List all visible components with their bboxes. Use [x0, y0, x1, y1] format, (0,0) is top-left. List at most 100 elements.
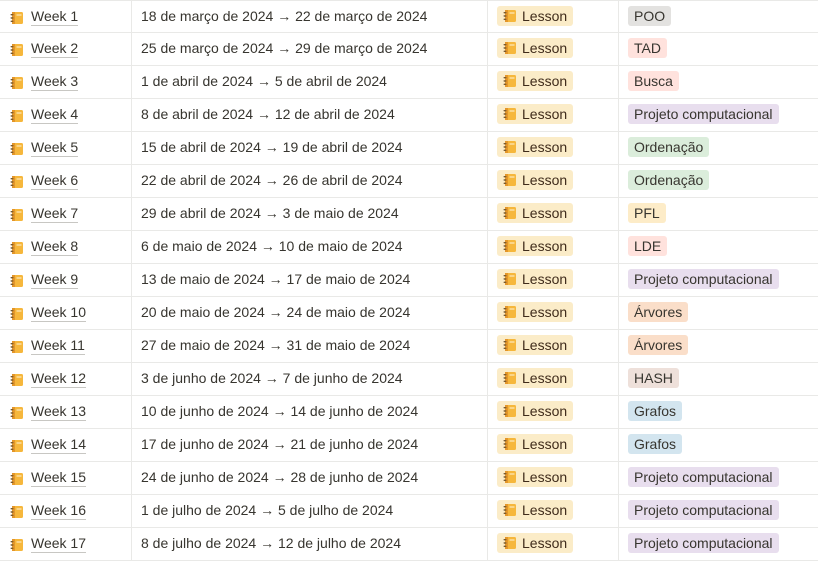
- name-cell[interactable]: Week 17: [0, 528, 132, 560]
- topic-cell[interactable]: LDE: [619, 231, 818, 263]
- name-cell[interactable]: Week 3: [0, 66, 132, 98]
- page-title-link[interactable]: Week 15: [31, 469, 86, 487]
- topic-cell[interactable]: Árvores: [619, 330, 818, 362]
- type-cell[interactable]: Lesson: [488, 132, 619, 164]
- name-cell[interactable]: Week 16: [0, 495, 132, 527]
- page-title-link[interactable]: Week 12: [31, 370, 86, 388]
- type-cell[interactable]: Lesson: [488, 1, 619, 32]
- topic-cell[interactable]: TAD: [619, 33, 818, 65]
- topic-cell[interactable]: Ordenação: [619, 165, 818, 197]
- table-row[interactable]: Week 11 27 de maio de 2024 → 31 de maio …: [0, 330, 818, 363]
- date-cell[interactable]: 1 de julho de 2024 → 5 de julho de 2024: [132, 495, 488, 527]
- type-cell[interactable]: Lesson: [488, 495, 619, 527]
- page-title-link[interactable]: Week 10: [31, 304, 86, 322]
- topic-cell[interactable]: Busca: [619, 66, 818, 98]
- name-cell[interactable]: Week 11: [0, 330, 132, 362]
- page-title-link[interactable]: Week 17: [31, 535, 86, 553]
- name-cell[interactable]: Week 12: [0, 363, 132, 395]
- date-cell[interactable]: 20 de maio de 2024 → 24 de maio de 2024: [132, 297, 488, 329]
- date-cell[interactable]: 3 de junho de 2024 → 7 de junho de 2024: [132, 363, 488, 395]
- date-cell[interactable]: 29 de abril de 2024 → 3 de maio de 2024: [132, 198, 488, 230]
- topic-cell[interactable]: HASH: [619, 363, 818, 395]
- topic-cell[interactable]: Projeto computacional: [619, 495, 818, 527]
- type-cell[interactable]: Lesson: [488, 33, 619, 65]
- name-cell[interactable]: Week 9: [0, 264, 132, 296]
- type-cell[interactable]: Lesson: [488, 396, 619, 428]
- page-title-link[interactable]: Week 16: [31, 502, 86, 520]
- name-cell[interactable]: Week 5: [0, 132, 132, 164]
- topic-cell[interactable]: PFL: [619, 198, 818, 230]
- table-row[interactable]: Week 10 20 de maio de 2024 → 24 de maio …: [0, 297, 818, 330]
- table-row[interactable]: Week 12 3 de junho de 2024 → 7 de junho …: [0, 363, 818, 396]
- name-cell[interactable]: Week 15: [0, 462, 132, 494]
- page-title-link[interactable]: Week 8: [31, 238, 79, 256]
- type-cell[interactable]: Lesson: [488, 330, 619, 362]
- page-title-link[interactable]: Week 9: [31, 271, 79, 289]
- page-title-link[interactable]: Week 7: [31, 205, 79, 223]
- topic-cell[interactable]: Projeto computacional: [619, 99, 818, 131]
- table-row[interactable]: Week 17 8 de julho de 2024 → 12 de julho…: [0, 528, 818, 561]
- type-cell[interactable]: Lesson: [488, 363, 619, 395]
- type-cell[interactable]: Lesson: [488, 231, 619, 263]
- date-cell[interactable]: 27 de maio de 2024 → 31 de maio de 2024: [132, 330, 488, 362]
- page-title-link[interactable]: Week 1: [31, 8, 79, 26]
- date-cell[interactable]: 15 de abril de 2024 → 19 de abril de 202…: [132, 132, 488, 164]
- page-title-link[interactable]: Week 5: [31, 139, 79, 157]
- date-cell[interactable]: 24 de junho de 2024 → 28 de junho de 202…: [132, 462, 488, 494]
- date-cell[interactable]: 8 de abril de 2024 → 12 de abril de 2024: [132, 99, 488, 131]
- type-cell[interactable]: Lesson: [488, 528, 619, 560]
- table-row[interactable]: Week 13 10 de junho de 2024 → 14 de junh…: [0, 396, 818, 429]
- page-title-link[interactable]: Week 13: [31, 403, 86, 421]
- table-row[interactable]: Week 7 29 de abril de 2024 → 3 de maio d…: [0, 198, 818, 231]
- topic-cell[interactable]: Projeto computacional: [619, 264, 818, 296]
- date-cell[interactable]: 6 de maio de 2024 → 10 de maio de 2024: [132, 231, 488, 263]
- name-cell[interactable]: Week 13: [0, 396, 132, 428]
- table-row[interactable]: Week 5 15 de abril de 2024 → 19 de abril…: [0, 132, 818, 165]
- topic-cell[interactable]: Ordenação: [619, 132, 818, 164]
- topic-cell[interactable]: Árvores: [619, 297, 818, 329]
- page-title-link[interactable]: Week 2: [31, 40, 79, 58]
- table-row[interactable]: Week 2 25 de março de 2024 → 29 de março…: [0, 33, 818, 66]
- table-row[interactable]: Week 15 24 de junho de 2024 → 28 de junh…: [0, 462, 818, 495]
- page-title-link[interactable]: Week 4: [31, 106, 79, 124]
- page-title-link[interactable]: Week 14: [31, 436, 86, 454]
- name-cell[interactable]: Week 7: [0, 198, 132, 230]
- topic-cell[interactable]: Grafos: [619, 396, 818, 428]
- type-cell[interactable]: Lesson: [488, 264, 619, 296]
- name-cell[interactable]: Week 10: [0, 297, 132, 329]
- name-cell[interactable]: Week 8: [0, 231, 132, 263]
- page-title-link[interactable]: Week 11: [31, 337, 85, 355]
- type-cell[interactable]: Lesson: [488, 429, 619, 461]
- type-cell[interactable]: Lesson: [488, 165, 619, 197]
- table-row[interactable]: Week 14 17 de junho de 2024 → 21 de junh…: [0, 429, 818, 462]
- date-cell[interactable]: 17 de junho de 2024 → 21 de junho de 202…: [132, 429, 488, 461]
- table-row[interactable]: Week 9 13 de maio de 2024 → 17 de maio d…: [0, 264, 818, 297]
- date-cell[interactable]: 13 de maio de 2024 → 17 de maio de 2024: [132, 264, 488, 296]
- name-cell[interactable]: Week 6: [0, 165, 132, 197]
- date-cell[interactable]: 25 de março de 2024 → 29 de março de 202…: [132, 33, 488, 65]
- table-row[interactable]: Week 4 8 de abril de 2024 → 12 de abril …: [0, 99, 818, 132]
- name-cell[interactable]: Week 2: [0, 33, 132, 65]
- table-row[interactable]: Week 1 18 de março de 2024 → 22 de março…: [0, 0, 818, 33]
- type-cell[interactable]: Lesson: [488, 198, 619, 230]
- page-title-link[interactable]: Week 3: [31, 73, 79, 91]
- type-cell[interactable]: Lesson: [488, 297, 619, 329]
- name-cell[interactable]: Week 1: [0, 1, 132, 32]
- date-cell[interactable]: 10 de junho de 2024 → 14 de junho de 202…: [132, 396, 488, 428]
- table-row[interactable]: Week 8 6 de maio de 2024 → 10 de maio de…: [0, 231, 818, 264]
- table-row[interactable]: Week 6 22 de abril de 2024 → 26 de abril…: [0, 165, 818, 198]
- type-cell[interactable]: Lesson: [488, 66, 619, 98]
- topic-cell[interactable]: Projeto computacional: [619, 528, 818, 560]
- date-cell[interactable]: 22 de abril de 2024 → 26 de abril de 202…: [132, 165, 488, 197]
- date-cell[interactable]: 8 de julho de 2024 → 12 de julho de 2024: [132, 528, 488, 560]
- type-cell[interactable]: Lesson: [488, 462, 619, 494]
- table-row[interactable]: Week 3 1 de abril de 2024 → 5 de abril d…: [0, 66, 818, 99]
- name-cell[interactable]: Week 14: [0, 429, 132, 461]
- name-cell[interactable]: Week 4: [0, 99, 132, 131]
- topic-cell[interactable]: Projeto computacional: [619, 462, 818, 494]
- table-row[interactable]: Week 16 1 de julho de 2024 → 5 de julho …: [0, 495, 818, 528]
- page-title-link[interactable]: Week 6: [31, 172, 79, 190]
- type-cell[interactable]: Lesson: [488, 99, 619, 131]
- date-cell[interactable]: 1 de abril de 2024 → 5 de abril de 2024: [132, 66, 488, 98]
- topic-cell[interactable]: POO: [619, 1, 818, 32]
